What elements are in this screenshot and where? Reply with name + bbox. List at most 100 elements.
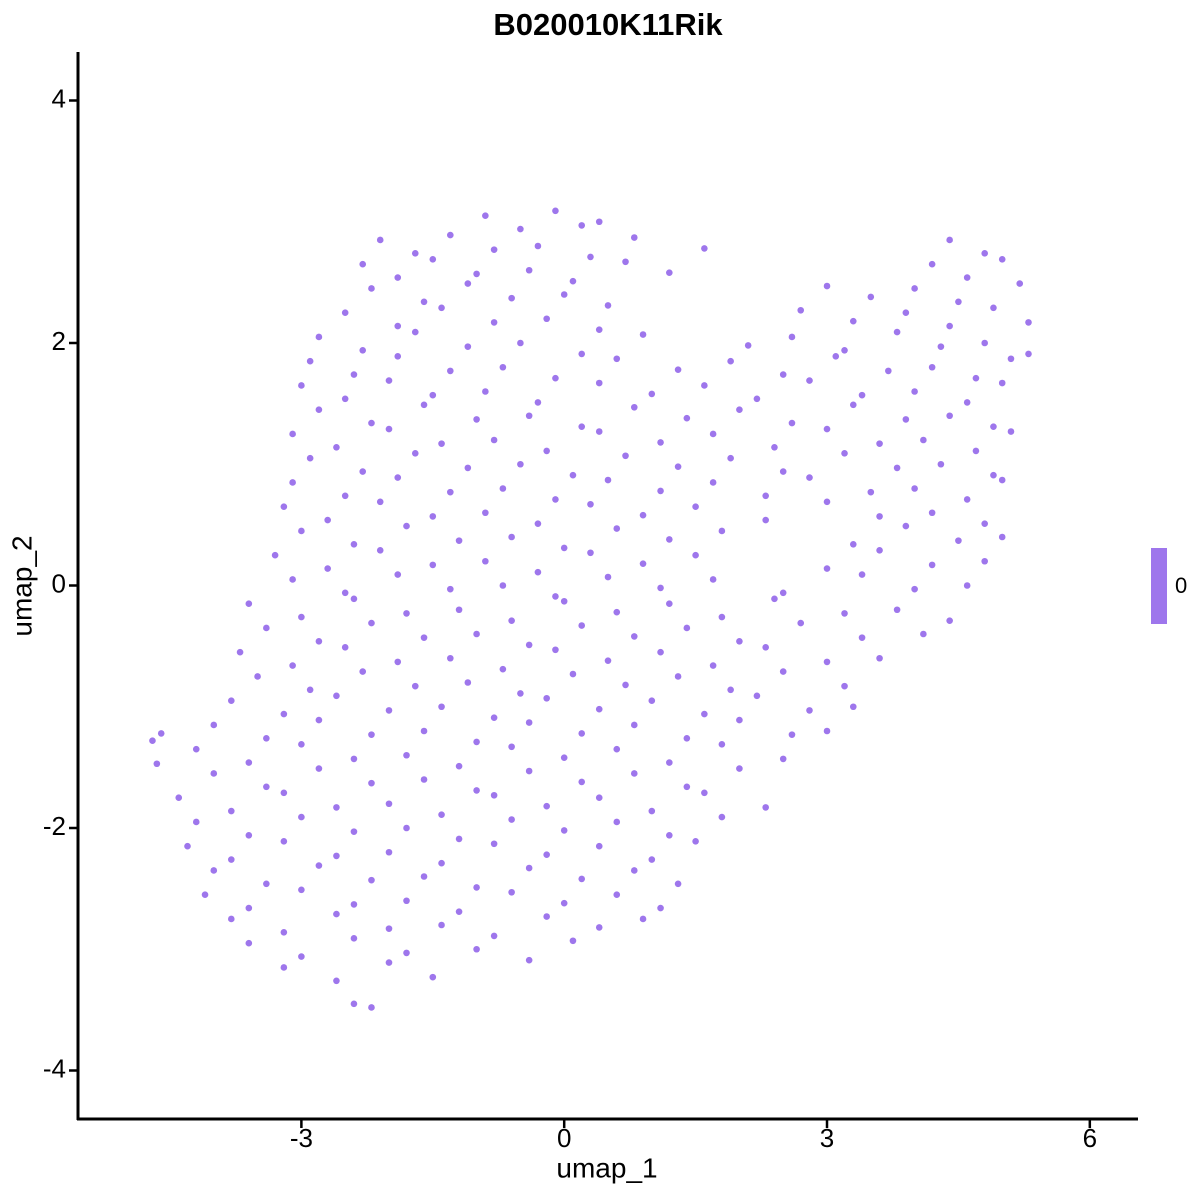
point <box>289 430 296 438</box>
point <box>411 450 419 457</box>
point <box>674 673 682 680</box>
point <box>298 741 305 748</box>
point <box>613 525 621 532</box>
point <box>552 496 559 503</box>
point <box>289 576 296 583</box>
point <box>245 939 253 947</box>
point <box>192 818 200 826</box>
point <box>385 425 393 433</box>
point <box>324 516 331 524</box>
point <box>394 658 402 666</box>
point <box>508 533 515 541</box>
point <box>429 973 437 981</box>
point <box>569 277 577 285</box>
point <box>385 377 393 384</box>
point <box>368 779 375 787</box>
legend-label: 0 <box>1175 573 1187 598</box>
point <box>455 537 463 544</box>
point <box>280 964 288 971</box>
point <box>657 648 664 656</box>
point <box>981 520 988 527</box>
point <box>333 804 340 811</box>
point <box>508 743 515 751</box>
point <box>333 443 340 451</box>
point <box>911 485 918 492</box>
point <box>630 633 638 640</box>
point <box>420 634 428 641</box>
point <box>928 363 936 371</box>
point <box>263 880 270 888</box>
point <box>447 654 454 662</box>
point <box>280 789 288 797</box>
point <box>525 641 533 649</box>
point <box>490 932 498 940</box>
y-tick-label: 0 <box>52 568 66 598</box>
point <box>823 727 831 735</box>
point <box>455 908 463 915</box>
point <box>490 319 498 326</box>
point <box>666 831 673 839</box>
point <box>595 924 603 931</box>
point <box>622 258 629 266</box>
point <box>517 225 524 233</box>
point <box>306 454 314 462</box>
point <box>473 945 480 953</box>
point <box>613 355 621 363</box>
point <box>911 388 918 395</box>
point <box>613 608 621 616</box>
point <box>639 560 647 567</box>
point <box>692 551 699 559</box>
point <box>648 390 656 398</box>
point <box>228 697 235 704</box>
point <box>394 571 402 578</box>
point <box>727 357 734 365</box>
point <box>963 582 971 589</box>
point <box>902 309 910 316</box>
point <box>683 734 691 742</box>
point <box>438 440 445 447</box>
point <box>998 379 1006 387</box>
point <box>403 751 410 759</box>
point <box>604 476 612 484</box>
point <box>657 439 664 446</box>
point <box>595 705 603 713</box>
point <box>298 813 305 821</box>
point <box>385 848 393 856</box>
point <box>639 331 647 338</box>
point <box>578 622 586 629</box>
point <box>517 690 524 697</box>
point <box>473 270 480 278</box>
point <box>403 897 410 905</box>
point <box>674 463 682 470</box>
point <box>841 450 848 457</box>
point <box>543 913 550 920</box>
point <box>762 804 769 811</box>
point <box>595 379 603 387</box>
point <box>841 346 848 354</box>
point <box>613 818 621 826</box>
point <box>508 816 515 823</box>
point <box>385 800 393 808</box>
point <box>341 395 349 403</box>
point <box>429 561 437 569</box>
point <box>569 670 577 678</box>
point <box>359 260 367 268</box>
point <box>604 657 612 664</box>
point <box>744 342 752 349</box>
point <box>736 406 743 413</box>
point <box>587 549 594 557</box>
point <box>517 460 524 468</box>
point <box>692 503 699 510</box>
point <box>666 536 673 543</box>
point <box>341 644 349 651</box>
point <box>560 827 568 834</box>
point <box>359 668 367 675</box>
point <box>411 682 419 690</box>
point <box>990 423 997 430</box>
point <box>280 928 288 936</box>
point <box>280 503 288 510</box>
point <box>657 487 664 495</box>
point <box>534 520 542 527</box>
point <box>928 260 936 268</box>
